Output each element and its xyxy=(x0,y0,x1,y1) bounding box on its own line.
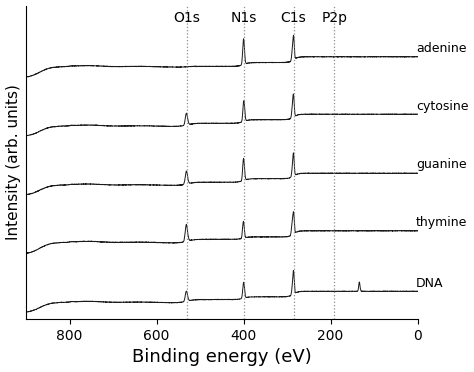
Text: DNA: DNA xyxy=(416,277,443,290)
X-axis label: Binding energy (eV): Binding energy (eV) xyxy=(132,349,312,366)
Text: C1s: C1s xyxy=(281,11,307,25)
Y-axis label: Intensity (arb. units): Intensity (arb. units) xyxy=(6,84,20,240)
Text: adenine: adenine xyxy=(416,42,466,55)
Text: guanine: guanine xyxy=(416,158,466,171)
Text: P2p: P2p xyxy=(321,11,347,25)
Text: cytosine: cytosine xyxy=(416,99,468,112)
Text: O1s: O1s xyxy=(173,11,201,25)
Text: thymine: thymine xyxy=(416,216,467,229)
Text: N1s: N1s xyxy=(230,11,257,25)
